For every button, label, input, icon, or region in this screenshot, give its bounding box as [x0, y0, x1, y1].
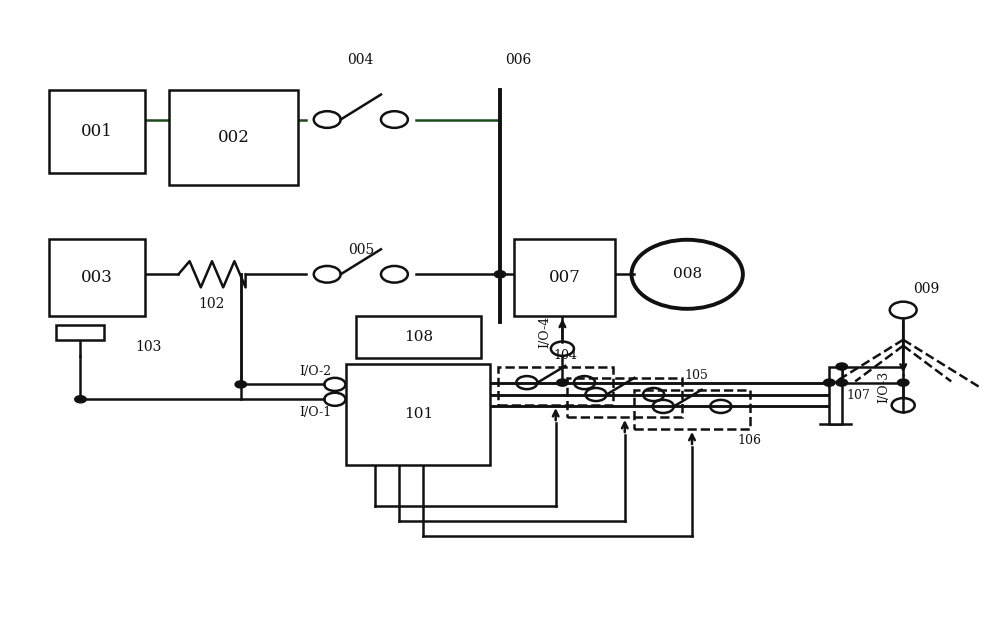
Text: 008: 008 — [673, 267, 702, 281]
Text: 103: 103 — [135, 340, 162, 354]
Bar — [49, 90, 145, 173]
Circle shape — [494, 271, 506, 278]
Bar — [56, 326, 104, 340]
Bar — [514, 239, 615, 316]
Text: 102: 102 — [199, 297, 225, 311]
Text: 006: 006 — [505, 53, 531, 67]
Text: 001: 001 — [81, 123, 113, 140]
Text: 002: 002 — [218, 129, 250, 146]
Text: 003: 003 — [81, 268, 113, 286]
Text: 104: 104 — [553, 349, 577, 362]
Circle shape — [836, 363, 848, 370]
Text: 004: 004 — [348, 53, 374, 67]
Bar — [829, 366, 842, 424]
Text: 106: 106 — [738, 435, 762, 448]
Text: 005: 005 — [348, 244, 374, 257]
Text: I/O-4: I/O-4 — [539, 316, 552, 348]
Text: 105: 105 — [685, 369, 709, 382]
Circle shape — [557, 379, 568, 386]
Text: 007: 007 — [549, 268, 581, 286]
Bar — [346, 363, 490, 465]
Text: I/O-1: I/O-1 — [299, 406, 331, 419]
Bar — [498, 366, 613, 405]
Circle shape — [235, 381, 247, 388]
Bar — [169, 90, 298, 185]
Circle shape — [897, 379, 909, 386]
Text: I/O-2: I/O-2 — [299, 365, 331, 378]
Text: I/O-3: I/O-3 — [878, 371, 891, 403]
Bar — [356, 316, 481, 358]
Bar — [634, 391, 750, 429]
Circle shape — [836, 379, 848, 386]
Circle shape — [75, 396, 86, 403]
Bar — [567, 378, 682, 417]
Circle shape — [824, 379, 835, 386]
Text: 009: 009 — [913, 282, 939, 296]
Text: 107: 107 — [847, 389, 870, 402]
Bar — [49, 239, 145, 316]
Text: 101: 101 — [404, 407, 433, 421]
Text: 108: 108 — [404, 330, 433, 343]
